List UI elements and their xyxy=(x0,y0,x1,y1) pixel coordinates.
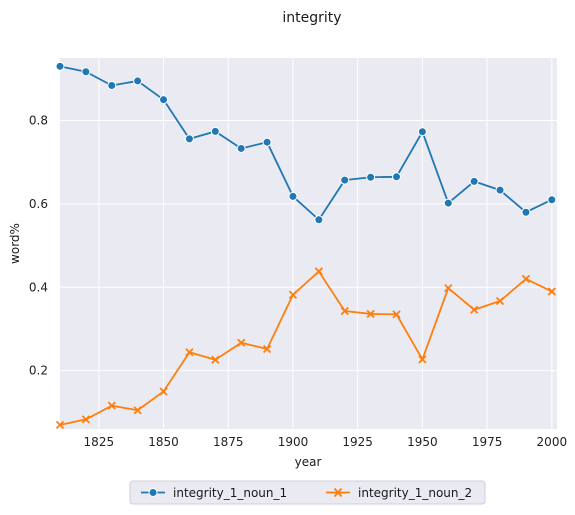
data-point-integrity-1-noun-1-1890 xyxy=(262,137,272,147)
y-tick-label-0.2: 0.2 xyxy=(29,364,48,378)
data-point-integrity-1-noun-2-1980 xyxy=(495,296,505,306)
series-layer xyxy=(55,61,557,429)
data-point-integrity-1-noun-1-1930 xyxy=(366,172,376,182)
data-point-integrity-1-noun-1-1810 xyxy=(55,61,65,71)
data-point-integrity-1-noun-2-1970 xyxy=(470,305,479,314)
data-point-integrity-1-noun-2-1820 xyxy=(81,415,91,424)
data-point-integrity-1-noun-2-1890 xyxy=(262,344,272,354)
data-point-integrity-1-noun-1-1990 xyxy=(521,207,531,217)
x-tick-label-1850: 1850 xyxy=(148,435,179,449)
y-tick-label-0.8: 0.8 xyxy=(29,114,48,128)
data-point-integrity-1-noun-1-1970 xyxy=(469,176,479,186)
data-point-integrity-1-noun-1-1830 xyxy=(107,81,117,91)
data-point-integrity-1-noun-1-1950 xyxy=(417,127,427,137)
x-axis: 1825 1850 1875 1900 1925 1950 1975 2000 xyxy=(84,435,568,449)
legend-item-integrity-1-noun-2: integrity_1_noun_2 xyxy=(326,486,472,500)
data-point-integrity-1-noun-1-2000 xyxy=(547,195,557,205)
data-point-integrity-1-noun-1-1820 xyxy=(81,67,91,77)
data-point-integrity-1-noun-2-1810 xyxy=(55,420,65,429)
data-point-integrity-1-noun-2-1880 xyxy=(237,338,246,347)
legend-marker-circle xyxy=(148,488,158,497)
series-line-integrity-1-noun-2 xyxy=(59,270,553,426)
data-point-integrity-1-noun-2-1850 xyxy=(159,387,168,396)
data-point-integrity-1-noun-2-1830 xyxy=(107,401,116,410)
data-point-integrity-1-noun-2-1990 xyxy=(521,274,531,284)
x-tick-label-2000: 2000 xyxy=(537,435,568,449)
data-point-integrity-1-noun-1-1840 xyxy=(133,76,143,86)
data-point-integrity-1-noun-1-1910 xyxy=(314,215,324,225)
x-tick-label-1975: 1975 xyxy=(472,435,503,449)
data-point-integrity-1-noun-1-1920 xyxy=(340,175,350,185)
plot-background xyxy=(60,58,557,429)
x-tick-label-1925: 1925 xyxy=(342,435,373,449)
x-tick-label-1950: 1950 xyxy=(407,435,438,449)
data-point-integrity-1-noun-2-1840 xyxy=(133,406,142,415)
data-point-integrity-1-noun-1-1880 xyxy=(236,143,246,153)
data-point-integrity-1-noun-2-2000 xyxy=(547,287,556,296)
legend-item-integrity-1-noun-1: integrity_1_noun_1 xyxy=(141,486,287,500)
data-point-integrity-1-noun-2-1910 xyxy=(314,267,323,276)
data-point-integrity-1-noun-1-1940 xyxy=(392,172,402,182)
legend: integrity_1_noun_1 integrity_1_noun_2 xyxy=(129,480,486,505)
data-point-integrity-1-noun-1-1980 xyxy=(495,185,505,195)
data-point-integrity-1-noun-1-1870 xyxy=(210,126,220,136)
x-tick-label-1900: 1900 xyxy=(278,435,309,449)
grid xyxy=(60,58,557,429)
chart-title: integrity xyxy=(282,10,341,26)
x-axis-label: year xyxy=(295,455,322,469)
legend-marker-x xyxy=(333,487,343,498)
y-axis: 0.2 0.4 0.6 0.8 xyxy=(29,114,48,378)
series-integrity-1-noun-1 xyxy=(55,61,557,225)
data-point-integrity-1-noun-2-1860 xyxy=(185,348,194,357)
y-tick-label-0.4: 0.4 xyxy=(29,280,48,294)
legend-label-integrity-1-noun-1: integrity_1_noun_1 xyxy=(173,486,287,500)
data-point-integrity-1-noun-2-1870 xyxy=(211,355,220,364)
data-point-integrity-1-noun-1-1960 xyxy=(443,198,453,208)
data-point-integrity-1-noun-2-1960 xyxy=(444,283,453,293)
data-point-integrity-1-noun-1-1900 xyxy=(288,191,298,201)
data-point-integrity-1-noun-1-1860 xyxy=(184,134,194,144)
data-point-integrity-1-noun-2-1940 xyxy=(392,310,401,319)
x-tick-label-1825: 1825 xyxy=(84,435,115,449)
data-point-integrity-1-noun-2-1930 xyxy=(366,309,375,319)
legend-label-integrity-1-noun-2: integrity_1_noun_2 xyxy=(358,486,472,500)
plot-area xyxy=(55,58,557,429)
data-point-integrity-1-noun-1-1850 xyxy=(159,95,169,105)
y-tick-label-0.6: 0.6 xyxy=(29,197,48,211)
y-axis-label: word% xyxy=(8,223,22,264)
data-point-integrity-1-noun-2-1920 xyxy=(340,306,349,316)
legend-box xyxy=(129,480,486,505)
series-line-integrity-1-noun-1 xyxy=(59,65,553,221)
series-integrity-1-noun-2 xyxy=(55,267,556,429)
x-tick-label-1875: 1875 xyxy=(213,435,244,449)
data-point-integrity-1-noun-2-1900 xyxy=(288,290,298,299)
data-point-integrity-1-noun-2-1950 xyxy=(418,355,427,364)
